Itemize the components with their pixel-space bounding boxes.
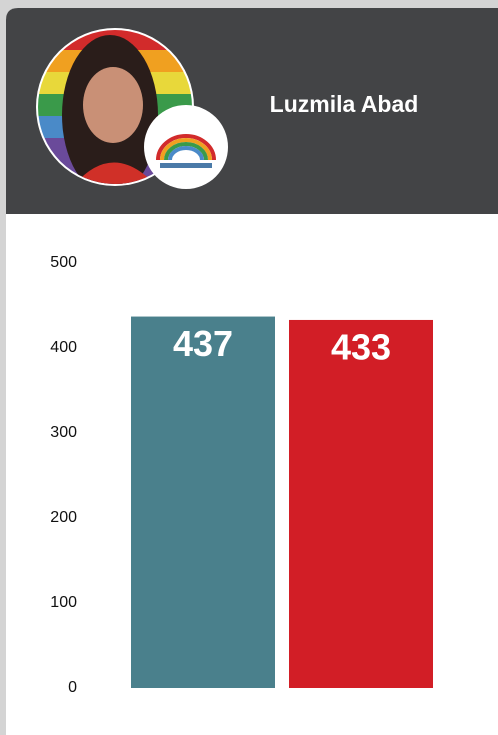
bar	[289, 319, 433, 688]
y-tick-label: 200	[50, 509, 77, 526]
bar	[131, 316, 275, 688]
value-label: 433	[331, 326, 391, 367]
value-label: 437	[173, 323, 233, 364]
y-tick-label: 300	[50, 424, 77, 441]
y-tick-label: 400	[50, 339, 77, 356]
y-tick-label: 0	[68, 679, 77, 696]
party-logo	[144, 105, 228, 189]
y-tick-label: 500	[50, 254, 77, 271]
y-tick-label: 100	[50, 594, 77, 611]
candidate-name: Luzmila Abad	[270, 91, 419, 117]
